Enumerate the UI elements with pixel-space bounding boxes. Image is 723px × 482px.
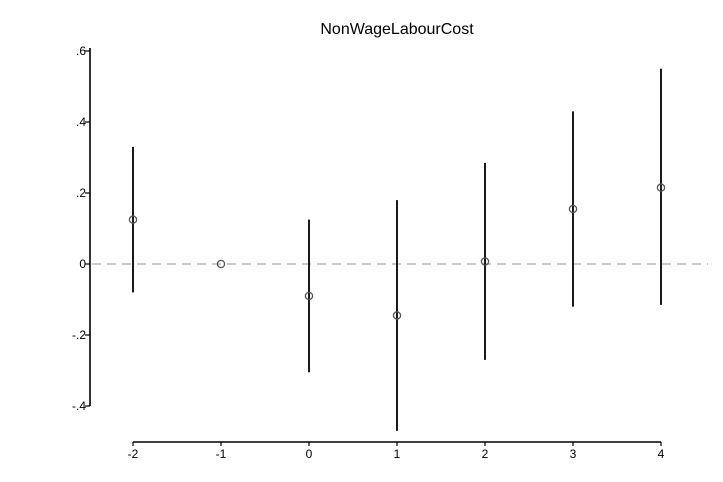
chart-title: NonWageLabourCost [320, 21, 474, 38]
x-tick-label: 3 [570, 447, 577, 461]
point-estimate [480, 257, 490, 266]
y-tick-label: .6 [76, 44, 86, 58]
x-tick-label: 4 [658, 447, 665, 461]
x-tick-label: -2 [128, 447, 139, 461]
y-tick-label: -.2 [72, 328, 86, 342]
y-tick-label: .4 [76, 115, 86, 129]
point-estimate [392, 311, 402, 320]
y-tick-label: 0 [79, 257, 86, 271]
point-estimate [216, 259, 226, 269]
point-estimate [568, 204, 578, 214]
y-tick-label: .2 [76, 186, 86, 200]
point-estimate [656, 183, 666, 192]
plot-marks [128, 68, 666, 431]
point-estimate [304, 291, 314, 301]
point-estimate [128, 215, 138, 224]
x-tick-label: -1 [216, 447, 227, 461]
x-tick-label: 1 [394, 447, 401, 461]
axes: -.4 -.2 0 .2 .4 .6 -2 -1 0 1 2 3 4 [72, 44, 665, 461]
x-tick-label: 0 [306, 447, 313, 461]
x-tick-label: 2 [482, 447, 489, 461]
y-tick-label: -.4 [72, 399, 86, 413]
